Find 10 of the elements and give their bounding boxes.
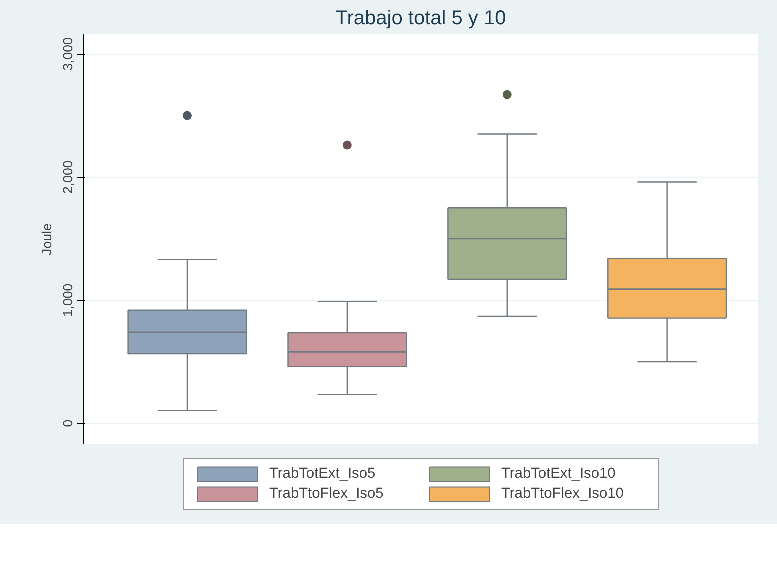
chart-title: Trabajo total 5 y 10 bbox=[336, 8, 506, 30]
legend-label: TrabTtoFlex_Iso5 bbox=[270, 486, 385, 502]
y-axis-title: Joule bbox=[40, 224, 54, 256]
y-tick-label: 2,000 bbox=[60, 160, 76, 194]
legend-label: TrabTotExt_Iso5 bbox=[270, 466, 377, 482]
legend-label: TrabTotExt_Iso10 bbox=[502, 466, 617, 482]
legend-label: TrabTtoFlex_Iso10 bbox=[502, 486, 625, 502]
y-tick-label: 3,000 bbox=[60, 38, 76, 71]
y-tick-label: 1,000 bbox=[60, 284, 76, 318]
y-tick-label: 0 bbox=[60, 420, 76, 428]
